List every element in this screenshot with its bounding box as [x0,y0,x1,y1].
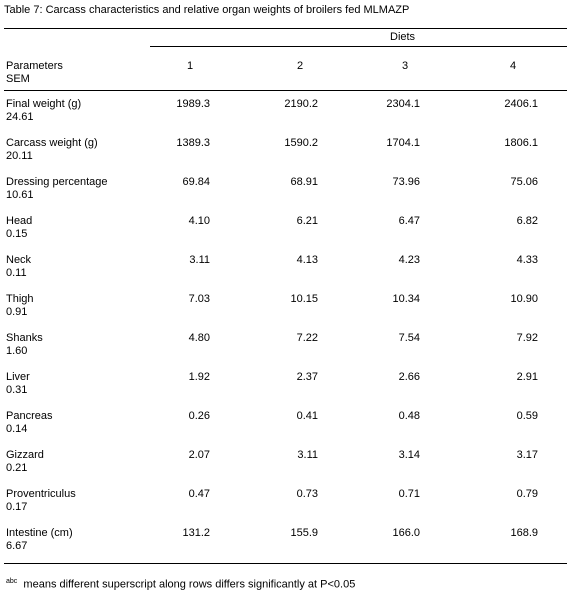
sem-cell: 20.11 [6,150,33,162]
value-cell: 4.33 [516,254,538,266]
value-cell: 2406.1 [504,98,538,110]
value-cell: 0.59 [516,410,538,422]
row-label: Liver [6,371,30,383]
row-label: Neck [6,254,32,266]
sem-cell: 0.11 [6,267,27,279]
value-cell: 0.79 [516,488,538,500]
value-cell: 155.9 [290,527,318,539]
group-header: Diets [390,31,416,43]
value-cell: 4.10 [188,215,210,227]
rule [4,563,567,564]
value-cell: 2.66 [398,371,420,383]
value-cell: 2304.1 [386,98,420,110]
row-label: Shanks [6,332,43,344]
value-cell: 4.13 [296,254,318,266]
value-cell: 3.11 [297,449,318,461]
header-cell: SEM [6,73,30,85]
header-cell: 1 [186,60,194,72]
row-label: Head [6,215,33,227]
value-cell: 0.73 [296,488,318,500]
row-label: Dressing percentage [6,176,108,188]
sem-cell: 1.60 [6,345,28,357]
value-cell: 68.91 [290,176,318,188]
value-cell: 0.71 [398,488,420,500]
row-label: Final weight (g) [6,98,82,110]
row-label: Intestine (cm) [6,527,73,539]
header-cell: Parameters [6,60,63,72]
value-cell: 3.14 [398,449,420,461]
value-cell: 4.80 [188,332,210,344]
value-cell: 10.34 [392,293,420,305]
value-cell: 4.23 [398,254,420,266]
row-label: Gizzard [6,449,44,461]
value-cell: 2.91 [516,371,538,383]
value-cell: 7.92 [516,332,538,344]
table-title: Table 7: Carcass characteristics and rel… [4,4,410,16]
row-label: Proventriculus [6,488,76,500]
value-cell: 131.2 [182,527,210,539]
header-cell: 2 [296,60,304,72]
footnote-superscript: abc [6,578,18,585]
footnote: abc means different superscript along ro… [6,575,355,592]
header-cell: 4 [509,60,517,72]
value-cell: 7.22 [296,332,318,344]
value-cell: 1704.1 [386,137,420,149]
value-cell: 69.84 [182,176,210,188]
value-cell: 6.21 [296,215,318,227]
value-cell: 7.54 [398,332,420,344]
value-cell: 0.41 [296,410,318,422]
sem-cell: 0.31 [6,384,28,396]
value-cell: 1806.1 [504,137,538,149]
value-cell: 168.9 [510,527,538,539]
sem-cell: 24.61 [6,111,34,123]
value-cell: 0.47 [188,488,210,500]
row-label: Thigh [6,293,34,305]
value-cell: 1590.2 [284,137,318,149]
sem-cell: 6.67 [6,540,28,552]
rule [150,46,567,47]
value-cell: 3.17 [516,449,538,461]
value-cell: 7.03 [188,293,210,305]
value-cell: 10.90 [510,293,538,305]
header-cell: 3 [401,60,409,72]
value-cell: 0.48 [398,410,420,422]
value-cell: 1.92 [188,371,210,383]
value-cell: 75.06 [510,176,538,188]
value-cell: 73.96 [392,176,420,188]
sem-cell: 0.17 [6,501,28,513]
value-cell: 2190.2 [284,98,318,110]
value-cell: 1989.3 [176,98,210,110]
sem-cell: 0.21 [6,462,28,474]
sem-cell: 0.15 [6,228,28,240]
value-cell: 2.37 [296,371,318,383]
rule [4,90,567,91]
value-cell: 2.07 [188,449,210,461]
rule [4,28,567,29]
sem-cell: 10.61 [6,189,34,201]
value-cell: 6.47 [398,215,420,227]
row-label: Pancreas [6,410,53,422]
row-label: Carcass weight (g) [6,137,98,149]
footnote-text: means different superscript along rows d… [23,578,356,591]
sem-cell: 0.91 [6,306,28,318]
value-cell: 6.82 [516,215,538,227]
value-cell: 10.15 [290,293,318,305]
sem-cell: 0.14 [6,423,28,435]
value-cell: 3.11 [189,254,210,266]
value-cell: 1389.3 [176,137,210,149]
value-cell: 166.0 [392,527,420,539]
value-cell: 0.26 [188,410,210,422]
